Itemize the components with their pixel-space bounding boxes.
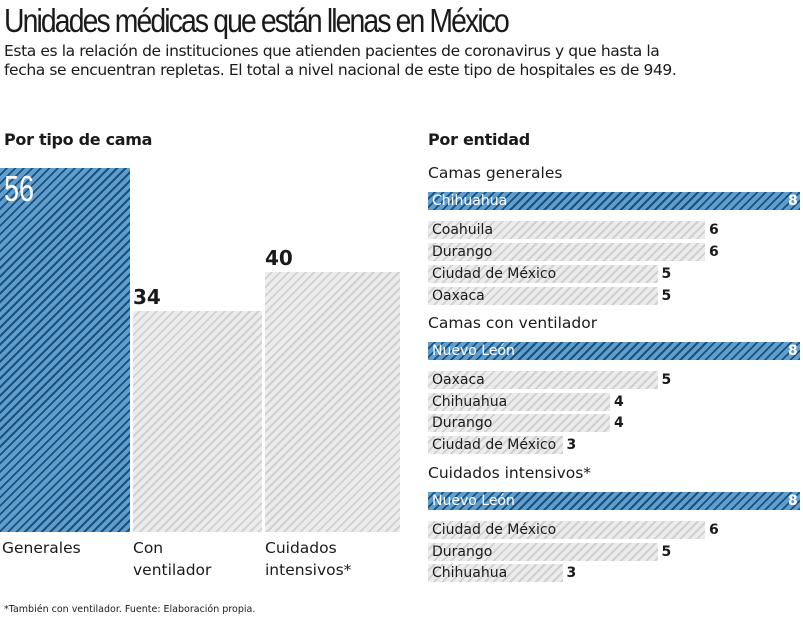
state-label: Durango — [432, 244, 493, 260]
state-label: Oaxaca — [432, 372, 485, 388]
bar-0-1 — [428, 221, 705, 239]
bar-2 — [265, 272, 400, 532]
value-label: 56 — [4, 168, 35, 209]
group-title: Camas con ventilador — [428, 314, 598, 332]
bar-1-4 — [428, 435, 563, 454]
bar-2-3 — [428, 564, 563, 582]
value-label: 5 — [661, 266, 672, 282]
bar-1 — [133, 311, 262, 532]
category-label: Generales — [2, 537, 81, 559]
bar-1-1 — [428, 371, 658, 389]
section-title-by-state: Por entidad — [428, 130, 530, 149]
bar-2-2 — [428, 542, 658, 561]
bar-0 — [0, 168, 130, 532]
state-label: Durango — [432, 415, 493, 431]
bar-1-0 — [428, 342, 800, 360]
value-label: 8 — [788, 493, 798, 509]
bar-1-3 — [428, 414, 610, 432]
bar-0-0 — [428, 192, 800, 210]
state-label: Ciudad de México — [432, 436, 557, 453]
category-label: Cuidados intensivos* — [265, 537, 351, 581]
state-label: Oaxaca — [432, 288, 485, 304]
value-label: 5 — [661, 288, 672, 304]
category-label-line: Generales — [2, 539, 81, 557]
value-label: 5 — [661, 543, 672, 560]
value-label: 5 — [661, 372, 672, 388]
subtitle: Esta es la relación de instituciones que… — [4, 42, 677, 79]
value-label: 6 — [709, 522, 719, 538]
category-label-line: intensivos* — [265, 561, 352, 579]
section-title-by-bed-type: Por tipo de cama — [4, 130, 153, 149]
state-label: Durango — [432, 543, 493, 560]
footnote: *También con ventilador. Fuente: Elabora… — [4, 604, 256, 615]
state-label: Chihuahua — [432, 393, 508, 410]
chart-title: Unidades médicas que están llenas en Méx… — [4, 2, 510, 39]
category-label-line: Cuidados — [265, 539, 337, 557]
category-label-line: Con — [133, 539, 164, 557]
state-label: Chihuahua — [432, 193, 508, 209]
value-label: 6 — [709, 244, 719, 260]
state-label: Coahuila — [432, 222, 494, 238]
bar-2-0 — [428, 492, 800, 510]
value-label: 34 — [133, 285, 161, 309]
bar-0-2 — [428, 243, 705, 261]
state-label: Nuevo León — [432, 343, 515, 359]
value-label: 8 — [788, 193, 798, 209]
group-title: Cuidados intensivos* — [428, 464, 592, 482]
value-label: 8 — [788, 343, 798, 359]
value-label: 4 — [614, 415, 624, 431]
value-label: 4 — [614, 393, 624, 410]
value-label: 3 — [566, 565, 577, 581]
state-label: Ciudad de México — [432, 522, 557, 538]
bar-0-4 — [428, 287, 658, 305]
state-label: Chihuahua — [432, 565, 508, 581]
category-label: Con ventilador — [133, 537, 211, 581]
category-label-line: ventilador — [133, 561, 212, 579]
value-label: 3 — [566, 436, 577, 453]
state-label: Nuevo León — [432, 493, 515, 509]
value-label: 40 — [265, 246, 293, 270]
value-label: 6 — [709, 222, 719, 238]
group-title: Camas generales — [428, 164, 563, 182]
state-label: Ciudad de México — [432, 266, 557, 282]
bar-2-1 — [428, 521, 705, 539]
bar-0-3 — [428, 265, 658, 283]
bar-1-2 — [428, 392, 610, 411]
